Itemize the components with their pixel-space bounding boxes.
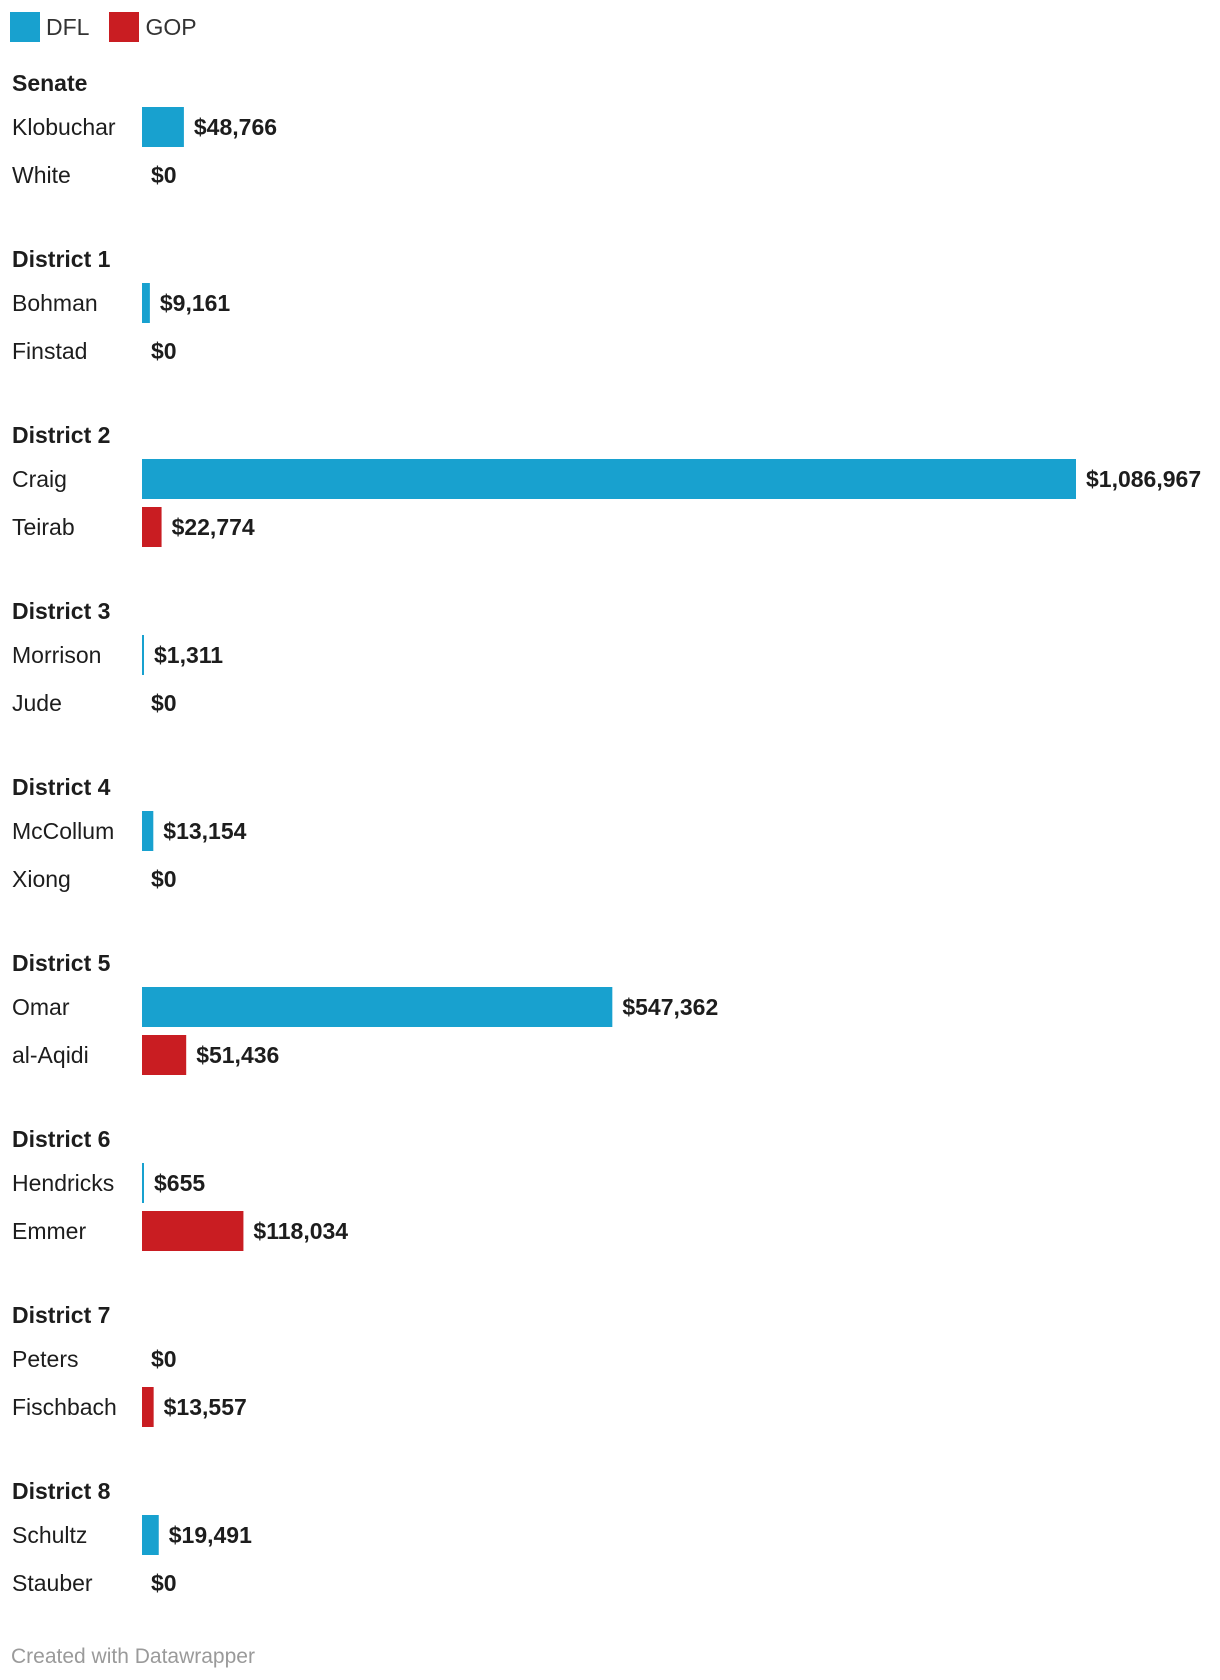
legend-label-dfl: DFL xyxy=(46,13,90,40)
legend-label-gop: GOP xyxy=(145,13,197,40)
value-label: $655 xyxy=(154,1170,205,1196)
value-label: $0 xyxy=(151,1346,177,1372)
candidate-name: al-Aqidi xyxy=(12,1042,89,1068)
bar-dfl xyxy=(142,635,144,675)
group-title: District 3 xyxy=(12,598,110,624)
bar-dfl xyxy=(142,811,154,851)
candidate-name: Finstad xyxy=(12,338,87,364)
legend-swatch-gop xyxy=(109,12,140,42)
value-label: $0 xyxy=(151,690,177,716)
chart-legend: DFL GOP xyxy=(10,12,217,42)
legend-item-dfl: DFL xyxy=(10,12,89,42)
candidate-name: Bohman xyxy=(12,290,98,316)
value-label: $51,436 xyxy=(196,1042,279,1068)
value-label: $9,161 xyxy=(160,290,231,316)
candidate-name: McCollum xyxy=(12,818,114,844)
candidate-name: Stauber xyxy=(12,1570,93,1596)
candidate-name: Klobuchar xyxy=(12,114,116,140)
group-title: District 6 xyxy=(12,1126,110,1152)
candidate-name: Peters xyxy=(12,1346,78,1372)
value-label: $0 xyxy=(151,338,177,364)
candidate-name: White xyxy=(12,162,71,188)
value-label: $19,491 xyxy=(169,1522,252,1548)
candidate-name: Craig xyxy=(12,466,67,492)
group-title: District 2 xyxy=(12,422,110,448)
group-title: District 4 xyxy=(12,774,111,800)
bar-dfl xyxy=(142,459,1076,499)
group-title: District 8 xyxy=(12,1478,111,1504)
value-label: $547,362 xyxy=(622,994,718,1020)
bar-gop xyxy=(142,1211,244,1251)
candidate-name: Jude xyxy=(12,690,62,716)
legend-item-gop: GOP xyxy=(109,12,197,42)
group-title: Senate xyxy=(12,70,87,96)
value-label: $13,154 xyxy=(163,818,246,844)
candidate-name: Xiong xyxy=(12,866,71,892)
bar-dfl xyxy=(142,283,150,323)
candidate-name: Schultz xyxy=(12,1522,87,1548)
candidate-name: Emmer xyxy=(12,1218,86,1244)
value-label: $22,774 xyxy=(172,514,255,540)
value-label: $0 xyxy=(151,1570,177,1596)
candidate-name: Fischbach xyxy=(12,1394,117,1420)
bar-dfl xyxy=(142,987,613,1027)
value-label: $48,766 xyxy=(194,114,277,140)
bar-dfl xyxy=(142,107,184,147)
bar-gop xyxy=(142,507,162,547)
group-title: District 5 xyxy=(12,950,111,976)
footer-credit: Created with Datawrapper xyxy=(11,1645,255,1668)
candidate-name: Morrison xyxy=(12,642,101,668)
value-label: $118,034 xyxy=(253,1218,348,1244)
group-title: District 1 xyxy=(12,246,111,272)
value-label: $13,557 xyxy=(164,1394,247,1420)
bar-chart: Senate Klobuchar $48,766 White $0 District 1 B… xyxy=(12,70,1201,1596)
bar-gop xyxy=(142,1387,154,1427)
value-label: $1,086,967 xyxy=(1086,466,1201,492)
value-label: $0 xyxy=(151,866,177,892)
group-title: District 7 xyxy=(12,1302,110,1328)
candidate-name: Teirab xyxy=(12,514,75,540)
bar-dfl xyxy=(142,1163,144,1203)
value-label: $1,311 xyxy=(154,642,223,668)
value-label: $0 xyxy=(151,162,177,188)
legend-swatch-dfl xyxy=(10,12,40,42)
bar-dfl xyxy=(142,1515,159,1555)
bar-gop xyxy=(142,1035,187,1075)
candidate-name: Hendricks xyxy=(12,1170,114,1196)
candidate-name: Omar xyxy=(12,994,70,1020)
